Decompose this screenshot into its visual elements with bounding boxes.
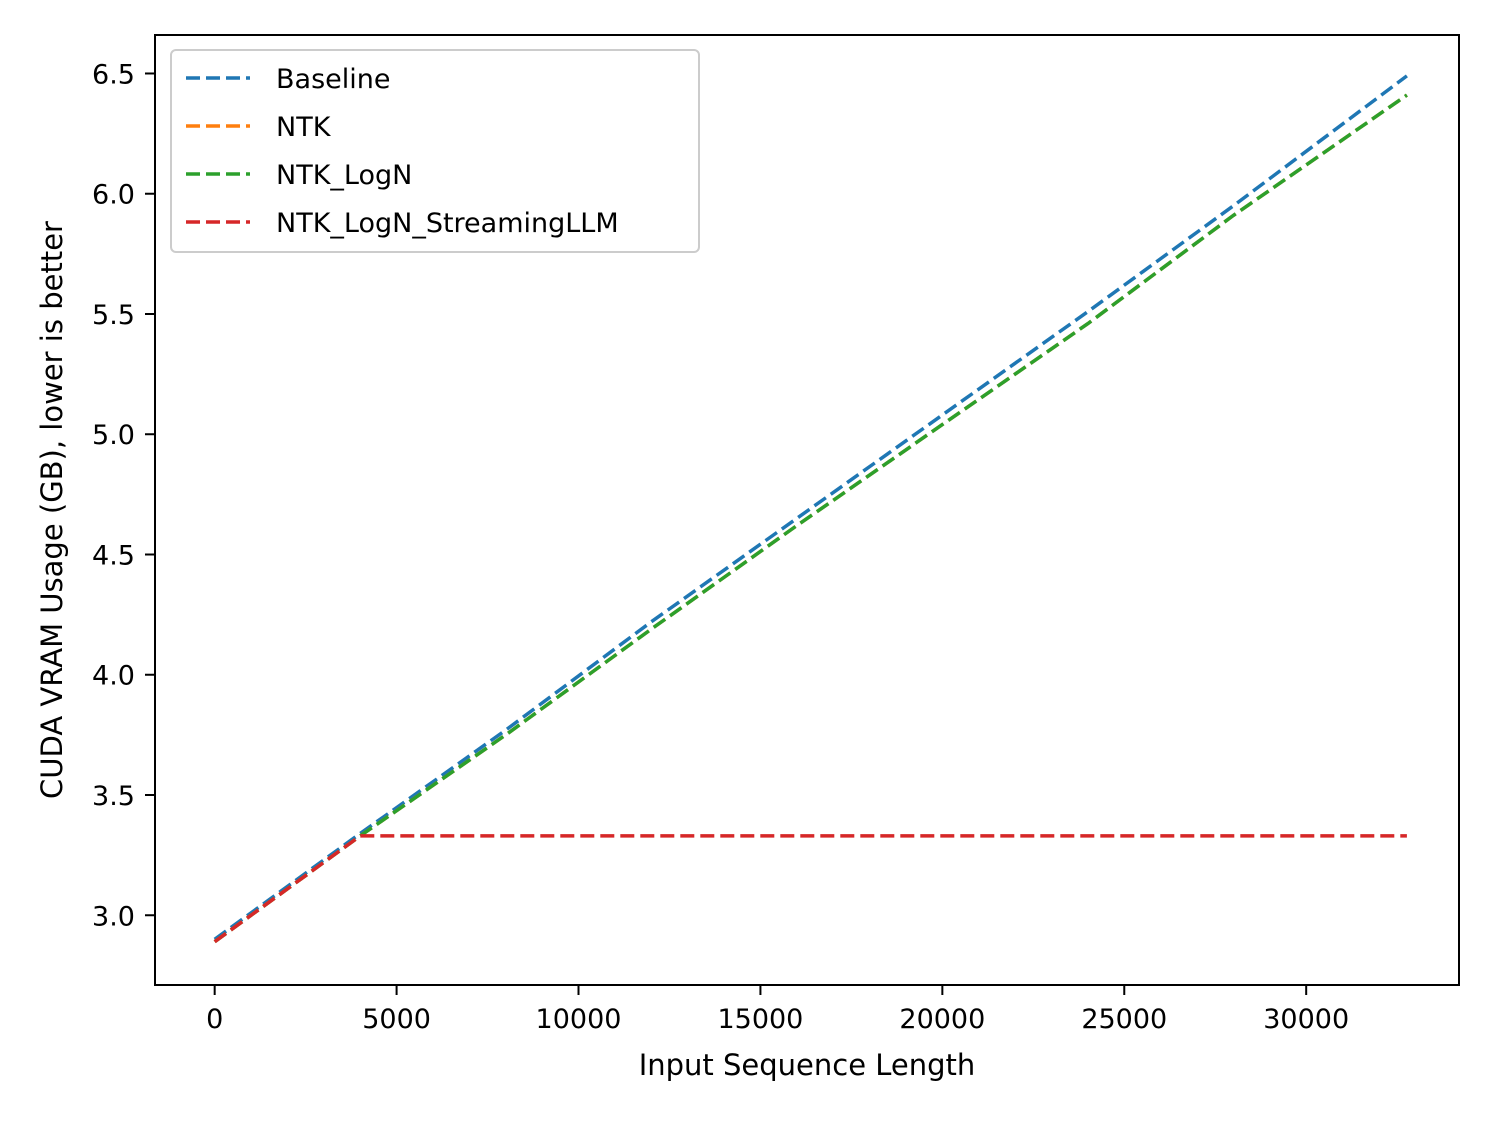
legend-label-2: NTK_LogN [276,160,412,191]
y-tick-label: 3.5 [92,781,135,812]
y-tick-label: 5.0 [92,420,135,451]
x-tick-label: 25000 [1081,1004,1167,1035]
x-tick-label: 20000 [899,1004,985,1035]
legend-label-0: Baseline [276,64,390,95]
x-tick-label: 0 [206,1004,223,1035]
series-line-3 [213,834,1407,944]
y-tick-label: 5.5 [92,300,135,331]
y-tick-label: 6.0 [92,180,135,211]
legend-box [170,49,700,253]
series-line-2 [213,93,1408,944]
plot-frame [154,34,1460,986]
x-axis-ticks: 0 5000 10000 15000 20000 25000 30000 [206,985,1349,1035]
y-tick-label: 4.5 [92,540,135,571]
legend-label-3: NTK_LogN_StreamingLLM [276,208,619,239]
y-tick-label: 3.0 [92,901,135,932]
x-axis-label: Input Sequence Length [639,1048,976,1082]
x-tick-label: 30000 [1263,1004,1349,1035]
legend-label-1: NTK [276,112,332,143]
legend: Baseline NTK NTK_LogN NTK_LogN_StreamingLLM [170,49,700,253]
x-tick-label: 5000 [362,1004,431,1035]
y-tick-label: 6.5 [92,59,135,90]
y-axis-label: CUDA VRAM Usage (GB), lower is better [35,221,69,799]
series-layer [213,74,1408,944]
y-tick-label: 4.0 [92,661,135,692]
y-axis-ticks: 3.0 3.5 4.0 4.5 5.0 5.5 6.0 6.5 [92,59,155,932]
x-tick-label: 15000 [717,1004,803,1035]
x-tick-label: 10000 [536,1004,622,1035]
